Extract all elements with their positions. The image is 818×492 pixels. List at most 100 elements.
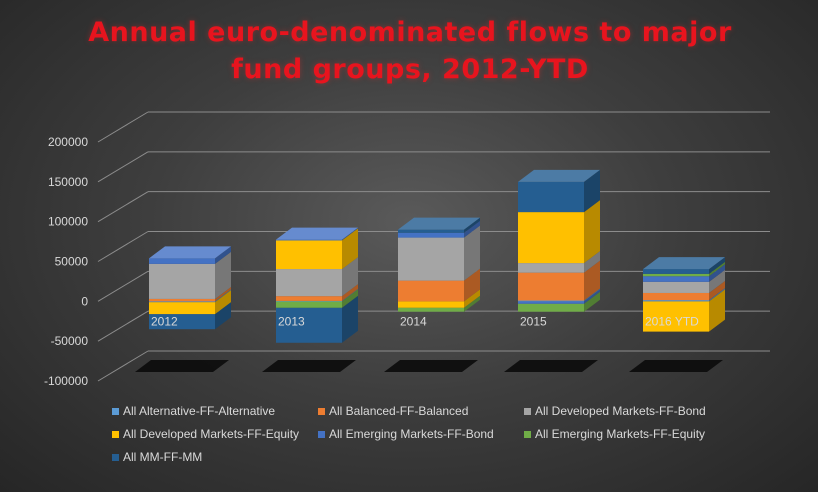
- bar-side-2-3: [464, 289, 480, 308]
- x-category-label: 2013: [278, 314, 305, 328]
- bar-top-0: [149, 246, 231, 259]
- bar-segment-3-4: [518, 301, 584, 304]
- bar-side-2-6: [464, 217, 480, 233]
- bar-segment-2-4: [398, 232, 464, 238]
- bar-side-2-4: [464, 220, 480, 238]
- bar-segment-0-0: [149, 301, 215, 303]
- bar-side-3-1: [584, 260, 600, 301]
- legend-item: All MM-FF-MM: [112, 450, 312, 464]
- bar-shadow-2: [384, 360, 478, 372]
- y-tick-label: 100000: [48, 215, 88, 229]
- bar-side-1-1: [342, 284, 358, 301]
- plot-area: -100000 -50000 0 50000 100000 150000 200000 201…: [44, 111, 770, 388]
- grid-line-depth-2: [97, 270, 149, 302]
- bar-side-4-1: [709, 280, 725, 301]
- bars: [149, 169, 725, 343]
- bar-side-1-5: [342, 289, 358, 308]
- bar-side-1-0: [342, 288, 358, 302]
- bar-stack-1: [276, 227, 358, 343]
- x-category-label: 2015: [520, 314, 547, 328]
- y-tick-label: 50000: [55, 255, 89, 269]
- grid-line-depth-0: [97, 350, 149, 382]
- bar-side-3-6: [584, 169, 600, 213]
- bar-side-4-3: [709, 289, 725, 332]
- bar-side-1-4: [342, 227, 358, 241]
- x-category-label: 2012: [151, 314, 178, 328]
- y-tick-label: 150000: [48, 175, 88, 189]
- bar-side-3-3: [584, 200, 600, 264]
- bar-side-3-2: [584, 251, 600, 273]
- bar-side-4-0: [709, 288, 725, 302]
- legend-swatch: [112, 453, 119, 461]
- bar-side-2-2: [464, 225, 480, 281]
- legend-label: All MM-FF-MM: [123, 450, 203, 464]
- bar-segment-1-2: [276, 269, 342, 297]
- x-axis-labels: 2012 2013 2014 2015 2016 YTD: [151, 314, 699, 328]
- chart-title-line-1: Annual euro-denominated flows to major: [88, 17, 732, 48]
- bar-side-2-1: [464, 268, 480, 302]
- y-axis-ticks: -100000 -50000 0 50000 100000 150000 200000: [44, 135, 88, 388]
- bar-side-0-4: [215, 246, 231, 264]
- legend-swatch: [112, 407, 119, 415]
- chart-title: Annual euro-denominated flows to major f…: [80, 14, 740, 88]
- bar-segment-4-4: [643, 276, 709, 282]
- bar-segment-1-1: [276, 296, 342, 301]
- x-category-label: 2014: [400, 314, 427, 328]
- bar-segment-2-1: [398, 280, 464, 302]
- bar-side-0-2: [215, 251, 231, 299]
- legend-item: All Balanced-FF-Balanced: [318, 404, 518, 418]
- bar-side-1-2: [342, 257, 358, 297]
- y-tick-label: 0: [81, 294, 88, 308]
- bar-segment-1-0: [276, 300, 342, 302]
- bar-segment-3-3: [518, 212, 584, 264]
- bar-side-0-6: [215, 302, 231, 330]
- legend-label: All Balanced-FF-Balanced: [329, 404, 469, 418]
- bar-shadow-1: [262, 360, 356, 372]
- bar-segment-2-3: [398, 301, 464, 308]
- bar-shadow-3: [504, 360, 598, 372]
- bar-segment-1-5: [276, 301, 342, 308]
- legend-swatch: [524, 430, 531, 438]
- bar-segment-2-6: [398, 229, 464, 233]
- bar-stack-4: [643, 257, 725, 332]
- bar-side-2-5: [464, 295, 480, 312]
- bar-segment-1-4: [276, 239, 342, 241]
- grid-line-depth-1: [97, 310, 149, 342]
- bar-stack-2: [398, 217, 480, 312]
- bar-segment-4-6: [643, 269, 709, 274]
- bar-segment-4-2: [643, 281, 709, 293]
- bar-segment-2-2: [398, 237, 464, 281]
- legend-item: All Emerging Markets-FF-Bond: [318, 427, 518, 441]
- legend-item: All Alternative-FF-Alternative: [112, 404, 312, 418]
- bar-segment-0-1: [149, 298, 215, 302]
- bar-segment-4-1: [643, 292, 709, 301]
- bar-segment-0-4: [149, 258, 215, 264]
- legend-label: All Developed Markets-FF-Bond: [535, 404, 706, 418]
- bar-side-1-6: [342, 295, 358, 343]
- legend-item: All Emerging Markets-FF-Equity: [524, 427, 724, 441]
- bar-side-4-5: [709, 261, 725, 277]
- legend-label: All Emerging Markets-FF-Equity: [535, 427, 706, 441]
- bar-segment-4-0: [643, 300, 709, 302]
- bar-shadow-0: [135, 360, 229, 372]
- y-tick-label: -50000: [51, 334, 89, 348]
- bar-top-2: [398, 217, 480, 230]
- legend-swatch: [112, 430, 119, 438]
- bar-side-3-0: [584, 288, 600, 302]
- y-tick-label: -100000: [44, 374, 88, 388]
- legend-swatch: [524, 407, 531, 415]
- bar-segment-0-6: [149, 314, 215, 330]
- bar-side-0-3: [215, 290, 231, 315]
- legend-item: All Developed Markets-FF-Equity: [112, 427, 312, 441]
- legend-label: All Emerging Markets-FF-Bond: [329, 427, 494, 441]
- bar-top-3: [518, 169, 600, 182]
- bar-segment-3-5: [518, 303, 584, 312]
- x-category-label: 2016 YTD: [645, 314, 699, 328]
- bar-segment-3-0: [518, 300, 584, 302]
- y-tick-label: 200000: [48, 135, 88, 149]
- grid-line-depth-5: [97, 151, 149, 183]
- bar-side-3-4: [584, 289, 600, 304]
- bar-stack-0: [149, 246, 231, 330]
- legend-label: All Developed Markets-FF-Equity: [123, 427, 300, 441]
- legend-item: All Developed Markets-FF-Bond: [524, 404, 724, 418]
